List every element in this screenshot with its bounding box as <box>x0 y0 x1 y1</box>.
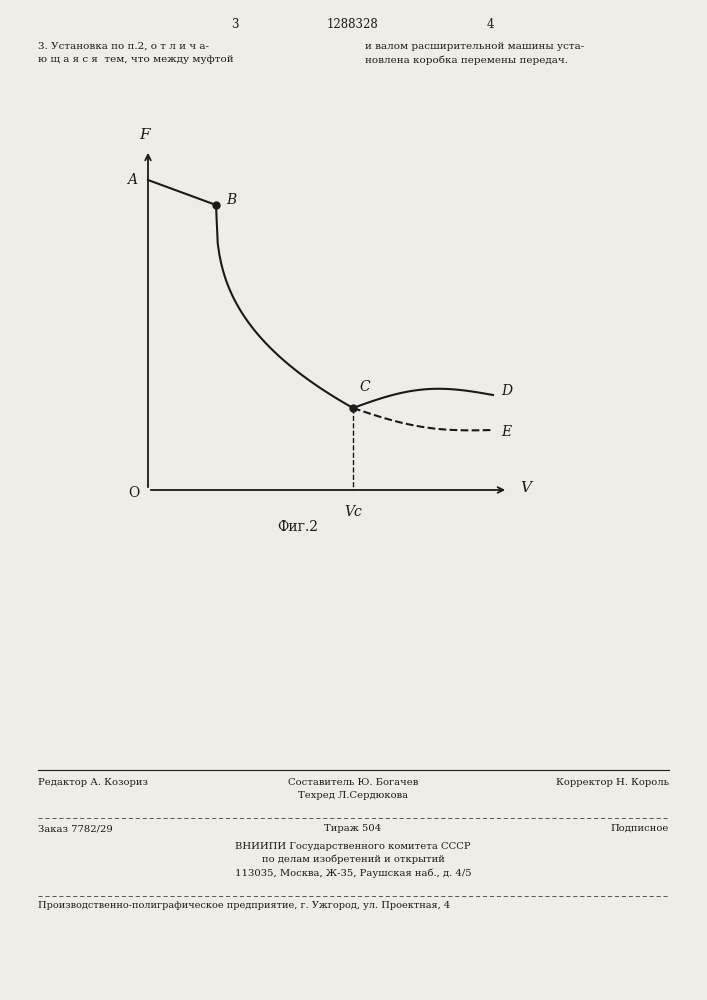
Text: 1288328: 1288328 <box>327 18 379 31</box>
Text: Подписное: Подписное <box>611 824 669 833</box>
Text: 3: 3 <box>231 18 239 31</box>
Text: Фиг.2: Фиг.2 <box>278 520 318 534</box>
Text: Тираж 504: Тираж 504 <box>325 824 382 833</box>
Text: O: O <box>129 486 139 500</box>
Text: Редактор А. Козориз: Редактор А. Козориз <box>38 778 148 787</box>
Text: Корректор Н. Король: Корректор Н. Король <box>556 778 669 787</box>
Text: A: A <box>127 173 137 187</box>
Text: E: E <box>501 425 511 439</box>
Text: F: F <box>140 128 151 142</box>
Text: C: C <box>359 380 370 394</box>
Text: Составитель Ю. Богачев
Техред Л.Сердюкова: Составитель Ю. Богачев Техред Л.Сердюков… <box>288 778 418 800</box>
Text: 4: 4 <box>486 18 493 31</box>
Text: V: V <box>520 481 531 495</box>
Text: Производственно-полиграфическое предприятие, г. Ужгород, ул. Проектная, 4: Производственно-полиграфическое предприя… <box>38 901 450 910</box>
Text: Заказ 7782/29: Заказ 7782/29 <box>38 824 112 833</box>
Text: и валом расширительной машины уста-
новлена коробка перемены передач.: и валом расширительной машины уста- новл… <box>365 42 584 65</box>
Text: B: B <box>226 193 236 207</box>
Text: Vс: Vс <box>344 505 362 519</box>
Text: 3. Установка по п.2, о т л и ч а-
ю щ а я с я  тем, что между муфтой: 3. Установка по п.2, о т л и ч а- ю щ а … <box>38 42 233 64</box>
Text: ВНИИПИ Государственного комитета СССР
по делам изобретений и открытий
113035, Мо: ВНИИПИ Государственного комитета СССР по… <box>235 842 472 878</box>
Text: D: D <box>501 384 512 398</box>
